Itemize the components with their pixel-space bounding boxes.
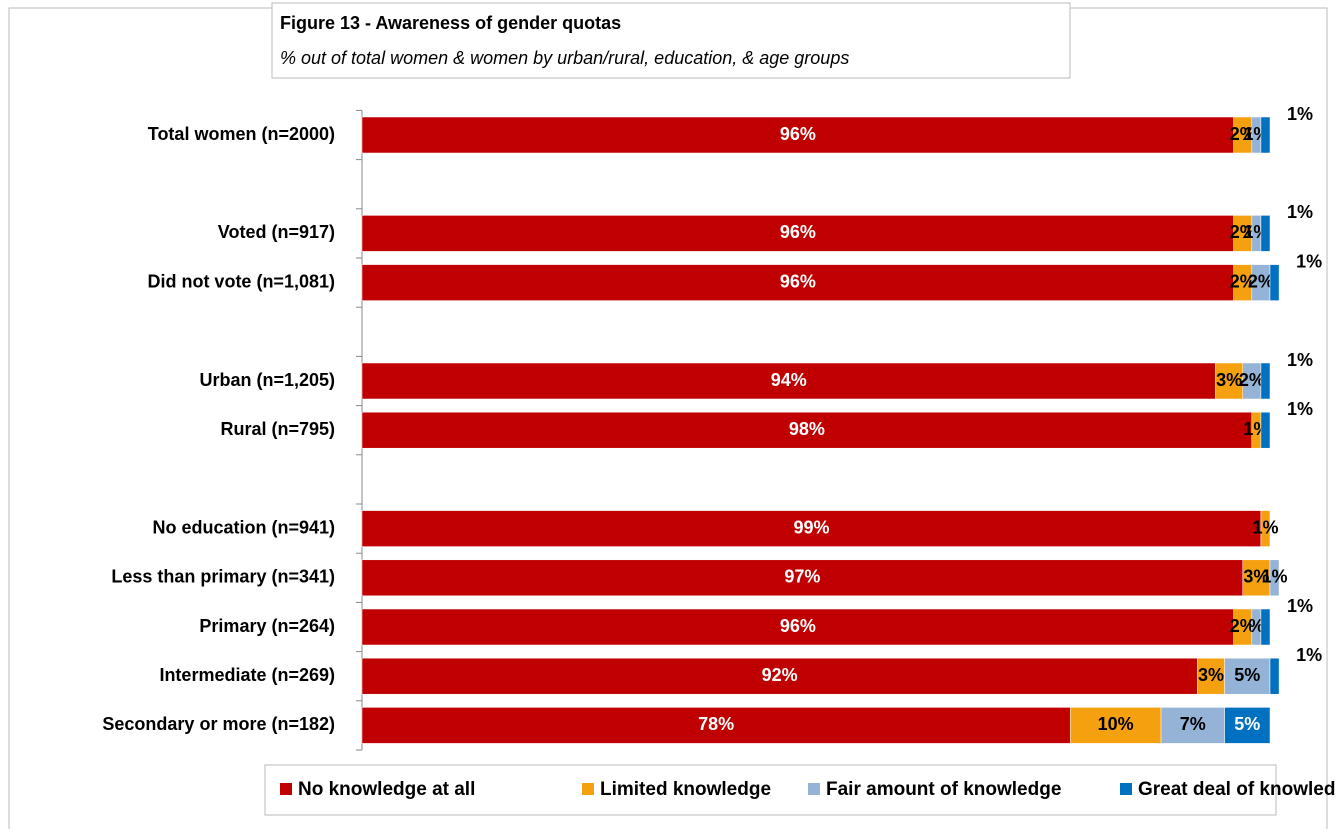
bar-segment (1160, 707, 1225, 744)
bar-segment (361, 559, 1244, 597)
bar-segment (1197, 657, 1225, 695)
category-label: Less than primary (n=341) (111, 567, 335, 587)
data-label: 10% (1098, 714, 1134, 734)
bar-segment (1269, 559, 1280, 597)
bar-segment (1224, 657, 1271, 695)
data-label: 2% (1230, 616, 1256, 636)
legend-label: Great deal of knowledge (1138, 779, 1336, 800)
category-label: No education (n=941) (152, 517, 335, 537)
chart-title: Figure 13 - Awareness of gender quotas (280, 13, 621, 33)
bar-segment (1069, 707, 1162, 744)
category-label: Intermediate (n=269) (159, 665, 335, 685)
title-box (271, 2, 1071, 79)
legend-swatch (1120, 783, 1132, 795)
data-label: 1% (1252, 517, 1278, 537)
legend-swatch (280, 783, 292, 795)
data-label: 78% (698, 714, 734, 734)
data-label: 2% (1239, 370, 1265, 390)
data-label: 2% (1248, 271, 1274, 291)
data-label: 94% (771, 370, 807, 390)
data-label: 97% (784, 567, 820, 587)
legend-box (264, 764, 1277, 816)
bar-segment (361, 608, 1234, 646)
data-label: 2% (1230, 222, 1256, 242)
data-label: 96% (780, 222, 816, 242)
category-label: Did not vote (n=1,081) (147, 271, 335, 291)
category-label: Total women (n=2000) (148, 124, 335, 144)
data-label: 1% (1287, 202, 1313, 222)
bar-segment (361, 264, 1234, 301)
legend-label: Limited knowledge (600, 779, 771, 800)
bar-segment (1260, 362, 1271, 400)
bar-segment (1260, 116, 1271, 154)
bar-segment (361, 215, 1234, 252)
bar-segment (1260, 510, 1271, 547)
bar-segment (1242, 559, 1271, 597)
data-label: 3% (1243, 567, 1269, 587)
bar-segment (361, 411, 1253, 449)
data-label: 2% (1230, 271, 1256, 291)
data-label: 2% (1230, 124, 1256, 144)
data-label: 1% (1262, 567, 1288, 587)
data-label: 96% (780, 271, 816, 291)
category-label: Voted (n=917) (218, 222, 335, 242)
bar-segment (1260, 608, 1271, 646)
data-label: 3% (1198, 665, 1224, 685)
data-label: 98% (789, 419, 825, 439)
data-label: 1% (1287, 104, 1313, 124)
bar-segment (361, 116, 1234, 154)
bar-segment (1269, 657, 1280, 695)
data-label: 99% (793, 517, 829, 537)
data-label: 1% (1287, 399, 1313, 419)
data-label: 1% (1296, 645, 1322, 665)
bar-segment (1269, 264, 1280, 301)
data-label: 96% (780, 124, 816, 144)
legend-swatch (808, 783, 820, 795)
data-label: 3% (1216, 370, 1242, 390)
category-label: Rural (n=795) (220, 419, 335, 439)
data-label: 7% (1180, 714, 1206, 734)
bar-segment (361, 510, 1262, 547)
bar-segment (1260, 411, 1271, 449)
category-label: Primary (n=264) (199, 616, 335, 636)
data-label: % (1248, 616, 1264, 636)
bar-segment (1224, 707, 1271, 744)
bar-segment (361, 362, 1216, 400)
bar-segment (1260, 215, 1271, 252)
legend-swatch (582, 783, 594, 795)
chart-subtitle: % out of total women & women by urban/ru… (280, 48, 849, 68)
data-label: 1% (1296, 251, 1322, 271)
category-label: Secondary or more (n=182) (102, 714, 335, 734)
bar-segment (1215, 362, 1244, 400)
legend-label: No knowledge at all (298, 779, 475, 800)
data-label: 92% (762, 665, 798, 685)
category-label: Urban (n=1,205) (199, 370, 335, 390)
data-label: 1% (1287, 596, 1313, 616)
data-label: 96% (780, 616, 816, 636)
data-label: 5% (1234, 665, 1260, 685)
legend-label: Fair amount of knowledge (826, 779, 1061, 800)
data-label: 5% (1234, 714, 1260, 734)
data-label: 1% (1287, 350, 1313, 370)
